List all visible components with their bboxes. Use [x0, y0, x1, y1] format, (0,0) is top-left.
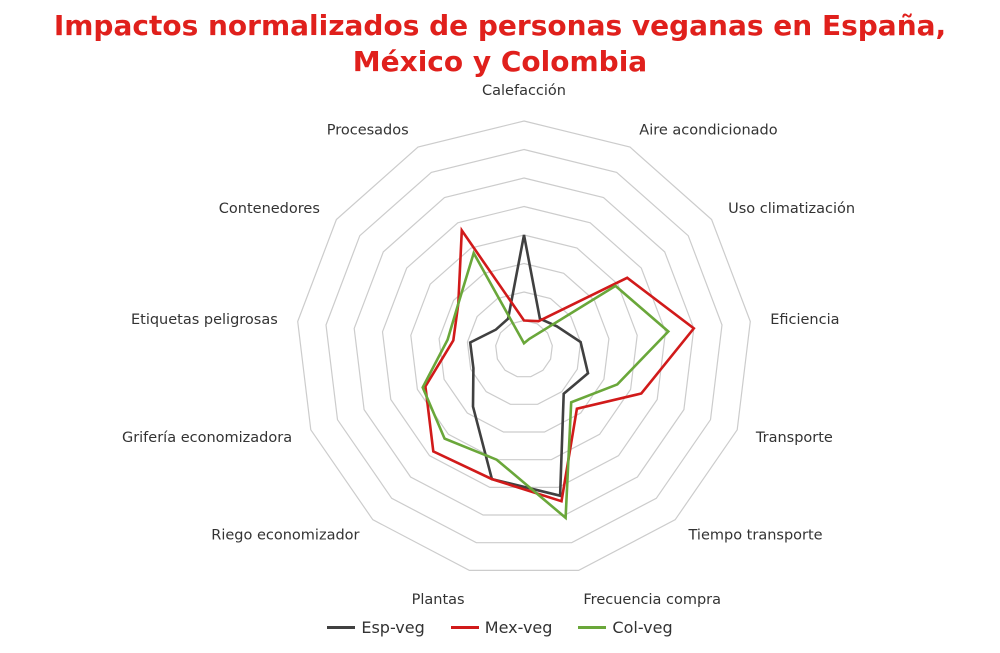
axis-label: Tiempo transporte [688, 528, 823, 544]
axis-labels: Calefacción Aire acondicionado Uso climati… [122, 83, 855, 608]
axis-label: Grifería economizadora [122, 430, 292, 446]
axis-label: Procesados [327, 122, 409, 138]
axis-label: Riego economizador [211, 528, 359, 544]
grid-ring-6 [353, 177, 695, 516]
legend-label: Esp-veg [361, 618, 425, 637]
axis-label: Aire acondicionado [639, 122, 777, 138]
legend-label: Mex-veg [484, 618, 553, 637]
axis-label: Etiquetas peligrosas [131, 312, 278, 328]
axis-label: Contenedores [219, 201, 320, 217]
legend-swatch [578, 626, 607, 629]
chart-title: Impactos normalizados de personas vegana… [0, 8, 1000, 80]
legend-swatch [450, 626, 479, 629]
grid-ring-8 [297, 120, 751, 572]
grid-ring-5 [381, 205, 667, 488]
legend-swatch [327, 626, 356, 629]
series-line-mex-veg [424, 226, 696, 503]
series-line-esp-veg [468, 234, 590, 498]
axis-label: Uso climatización [728, 201, 855, 217]
chart-title-line2: México y Colombia [352, 45, 648, 78]
series-line-col-veg [421, 249, 671, 521]
grid-ring-4 [410, 234, 638, 461]
axis-label: Frecuencia compra [583, 592, 721, 608]
axis-label: Eficiencia [770, 312, 839, 328]
grid-ring-2 [466, 291, 582, 405]
radar-grid [297, 120, 751, 572]
grid-ring-7 [325, 148, 723, 544]
chart-title-line1: Impactos normalizados de personas vegana… [53, 9, 947, 42]
axis-label: Calefacción [482, 83, 566, 99]
axis-label: Plantas [412, 592, 465, 608]
legend-item-col-veg: Col-veg [578, 618, 673, 637]
radar-series [421, 226, 696, 521]
legend-label: Col-veg [612, 618, 673, 637]
grid-ring-1 [495, 319, 553, 378]
legend-item-mex-veg: Mex-veg [450, 618, 553, 637]
axis-label: Transporte [755, 430, 833, 446]
grid-ring-3 [438, 262, 610, 433]
legend: Esp-veg Mex-veg Col-veg [0, 618, 1000, 637]
legend-item-esp-veg: Esp-veg [327, 618, 425, 637]
